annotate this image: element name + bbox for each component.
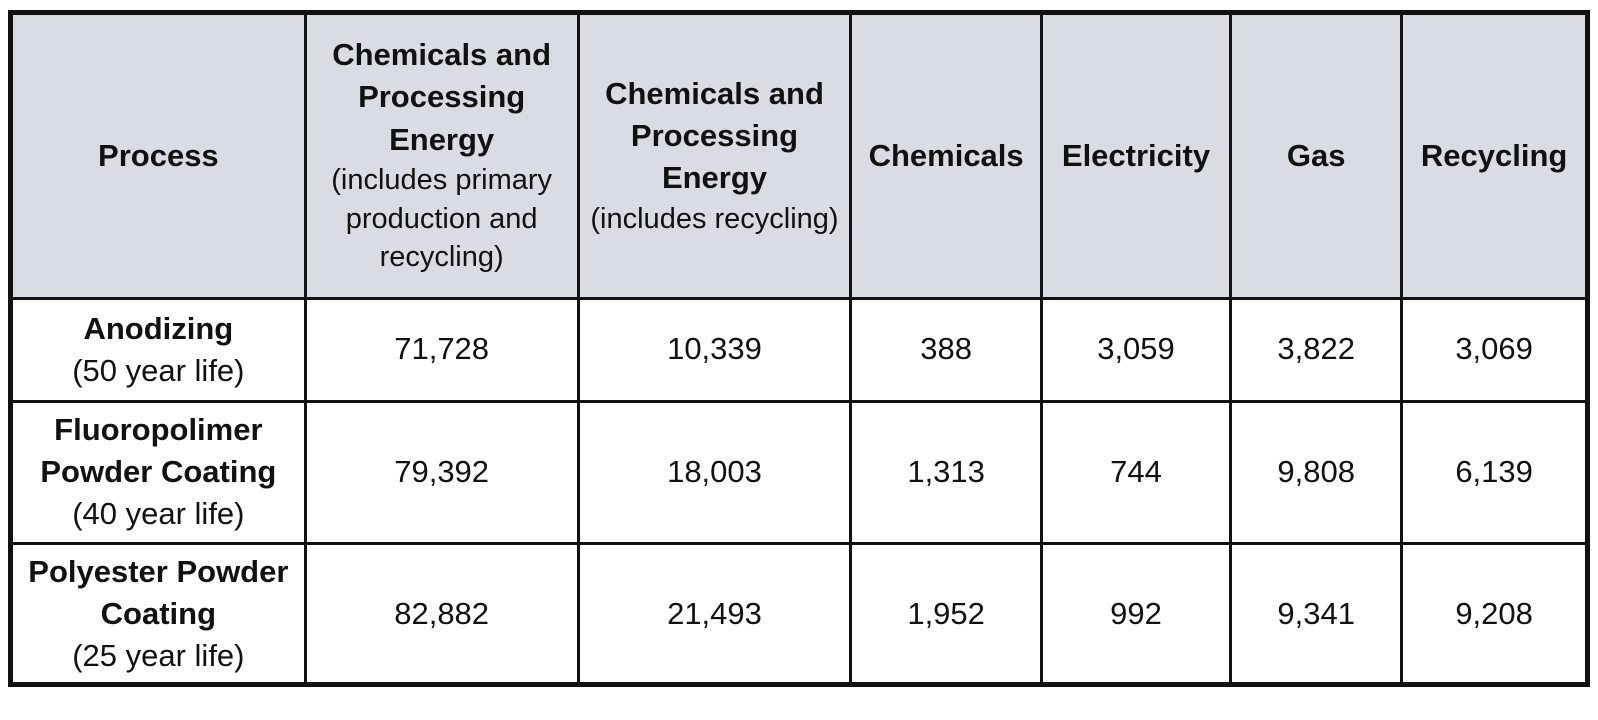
- process-name: Polyester Powder Coating: [28, 554, 289, 632]
- header-gas-label: Gas: [1286, 137, 1346, 173]
- value-cell: 6,139: [1400, 399, 1585, 545]
- energy-table-container: Process Chemicals and Processing Energy …: [8, 10, 1590, 687]
- process-life: (25 year life): [72, 638, 245, 674]
- value-cell: 1,313: [849, 399, 1043, 545]
- table-body: Anodizing (50 year life) 71,728 10,339 3…: [13, 296, 1585, 684]
- value-cell: 3,069: [1400, 296, 1585, 403]
- table-row: Anodizing (50 year life) 71,728 10,339 3…: [13, 296, 1585, 403]
- value-cell: 79,392: [303, 399, 580, 545]
- header-electricity-label: Electricity: [1061, 137, 1211, 173]
- table-row: Polyester Powder Coating (25 year life) …: [13, 541, 1585, 684]
- process-name: Anodizing: [83, 310, 234, 346]
- process-cell: Anodizing (50 year life): [13, 296, 307, 403]
- process-life: (40 year life): [72, 495, 245, 531]
- header-recycling: Recycling: [1400, 15, 1585, 300]
- header-electricity: Electricity: [1039, 15, 1233, 300]
- process-name: Fluoropolimer Powder Coating: [40, 412, 277, 490]
- value-cell: 9,808: [1229, 399, 1404, 545]
- value-cell: 18,003: [576, 399, 853, 545]
- header-chemicals-label: Chemicals: [868, 137, 1024, 173]
- table-header: Process Chemicals and Processing Energy …: [13, 15, 1585, 300]
- header-chem-energy-recycling: Chemicals and Processing Energy (include…: [576, 15, 853, 300]
- header-row: Process Chemicals and Processing Energy …: [13, 15, 1585, 300]
- header-chem-energy-recycling-label: Chemicals and Processing Energy: [605, 76, 824, 196]
- value-cell: 21,493: [576, 541, 853, 684]
- value-cell: 388: [849, 296, 1043, 403]
- header-chem-energy-primary-label: Chemicals and Processing Energy: [332, 37, 552, 157]
- header-chem-energy-primary-note: (includes primary production and recycli…: [331, 163, 553, 274]
- value-cell: 3,059: [1039, 296, 1233, 403]
- process-life: (50 year life): [72, 352, 245, 388]
- value-cell: 82,882: [303, 541, 580, 684]
- value-cell: 744: [1039, 399, 1233, 545]
- value-cell: 10,339: [576, 296, 853, 403]
- header-chem-energy-recycling-note: (includes recycling): [590, 202, 839, 235]
- table-row: Fluoropolimer Powder Coating (40 year li…: [13, 399, 1585, 545]
- value-cell: 3,822: [1229, 296, 1404, 403]
- value-cell: 9,208: [1400, 541, 1585, 684]
- header-recycling-label: Recycling: [1420, 137, 1568, 173]
- energy-table: Process Chemicals and Processing Energy …: [13, 15, 1585, 684]
- header-gas: Gas: [1229, 15, 1404, 300]
- value-cell: 992: [1039, 541, 1233, 684]
- value-cell: 9,341: [1229, 541, 1404, 684]
- value-cell: 1,952: [849, 541, 1043, 684]
- header-chem-energy-primary: Chemicals and Processing Energy (include…: [303, 15, 580, 300]
- header-chemicals: Chemicals: [849, 15, 1043, 300]
- value-cell: 71,728: [303, 296, 580, 403]
- header-process: Process: [13, 15, 307, 300]
- process-cell: Fluoropolimer Powder Coating (40 year li…: [13, 399, 307, 545]
- process-cell: Polyester Powder Coating (25 year life): [13, 541, 307, 684]
- header-process-label: Process: [98, 137, 219, 173]
